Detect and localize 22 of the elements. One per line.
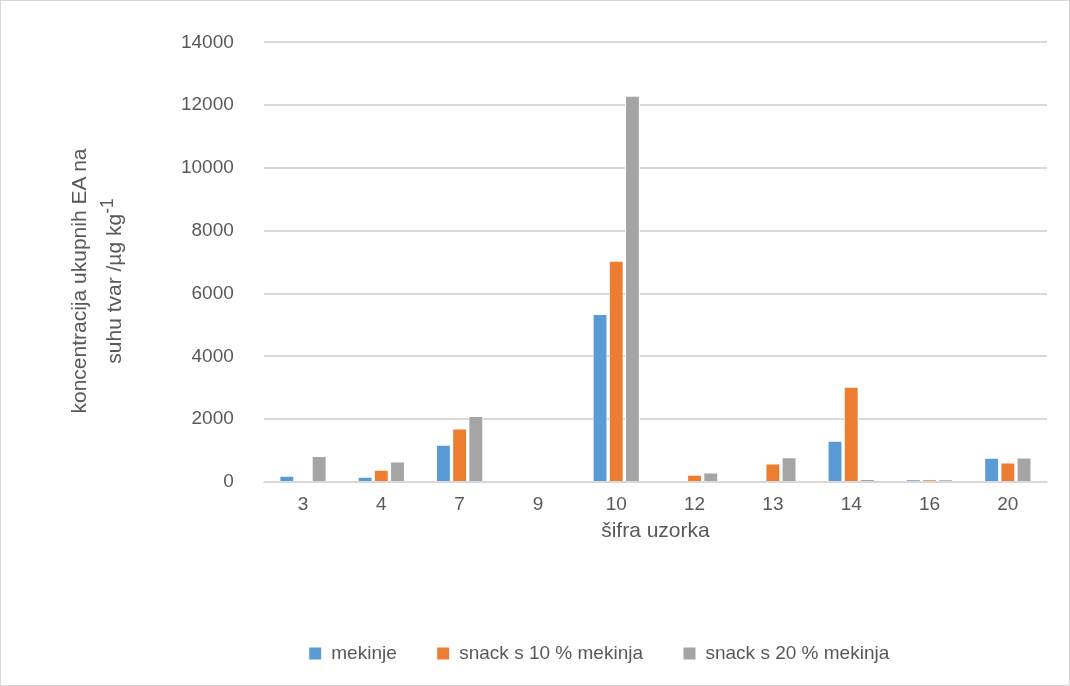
x-tick-label: 3 [297, 492, 309, 514]
x-tick-label: 9 [532, 492, 544, 514]
x-tick-label: 4 [376, 492, 388, 514]
x-tick-label: 14 [840, 492, 863, 514]
y-tick-label: 2000 [191, 407, 234, 429]
x-tick-label: 12 [684, 492, 706, 514]
y-tick-label: 8000 [191, 219, 234, 241]
x-tick-label: 13 [762, 492, 784, 514]
x-axis-title: šifra uzorka [601, 518, 710, 542]
y-tick-label: 14000 [180, 30, 234, 52]
y-tick-label: 10000 [180, 156, 234, 178]
y-tick-label: 12000 [180, 93, 234, 115]
x-tick-label: 10 [605, 492, 627, 514]
legend-label: mekinje [331, 641, 397, 663]
x-tick-label: 16 [918, 492, 941, 514]
legend-label: snack s 10 % mekinja [459, 641, 644, 663]
y-tick-label: 4000 [191, 344, 234, 366]
x-tick-label: 7 [454, 492, 465, 514]
legend-label: snack s 20 % mekinja [705, 641, 890, 663]
x-tick-label: 20 [997, 492, 1019, 514]
y-tick-label: 6000 [191, 281, 234, 303]
y-tick-label: 0 [223, 470, 234, 492]
